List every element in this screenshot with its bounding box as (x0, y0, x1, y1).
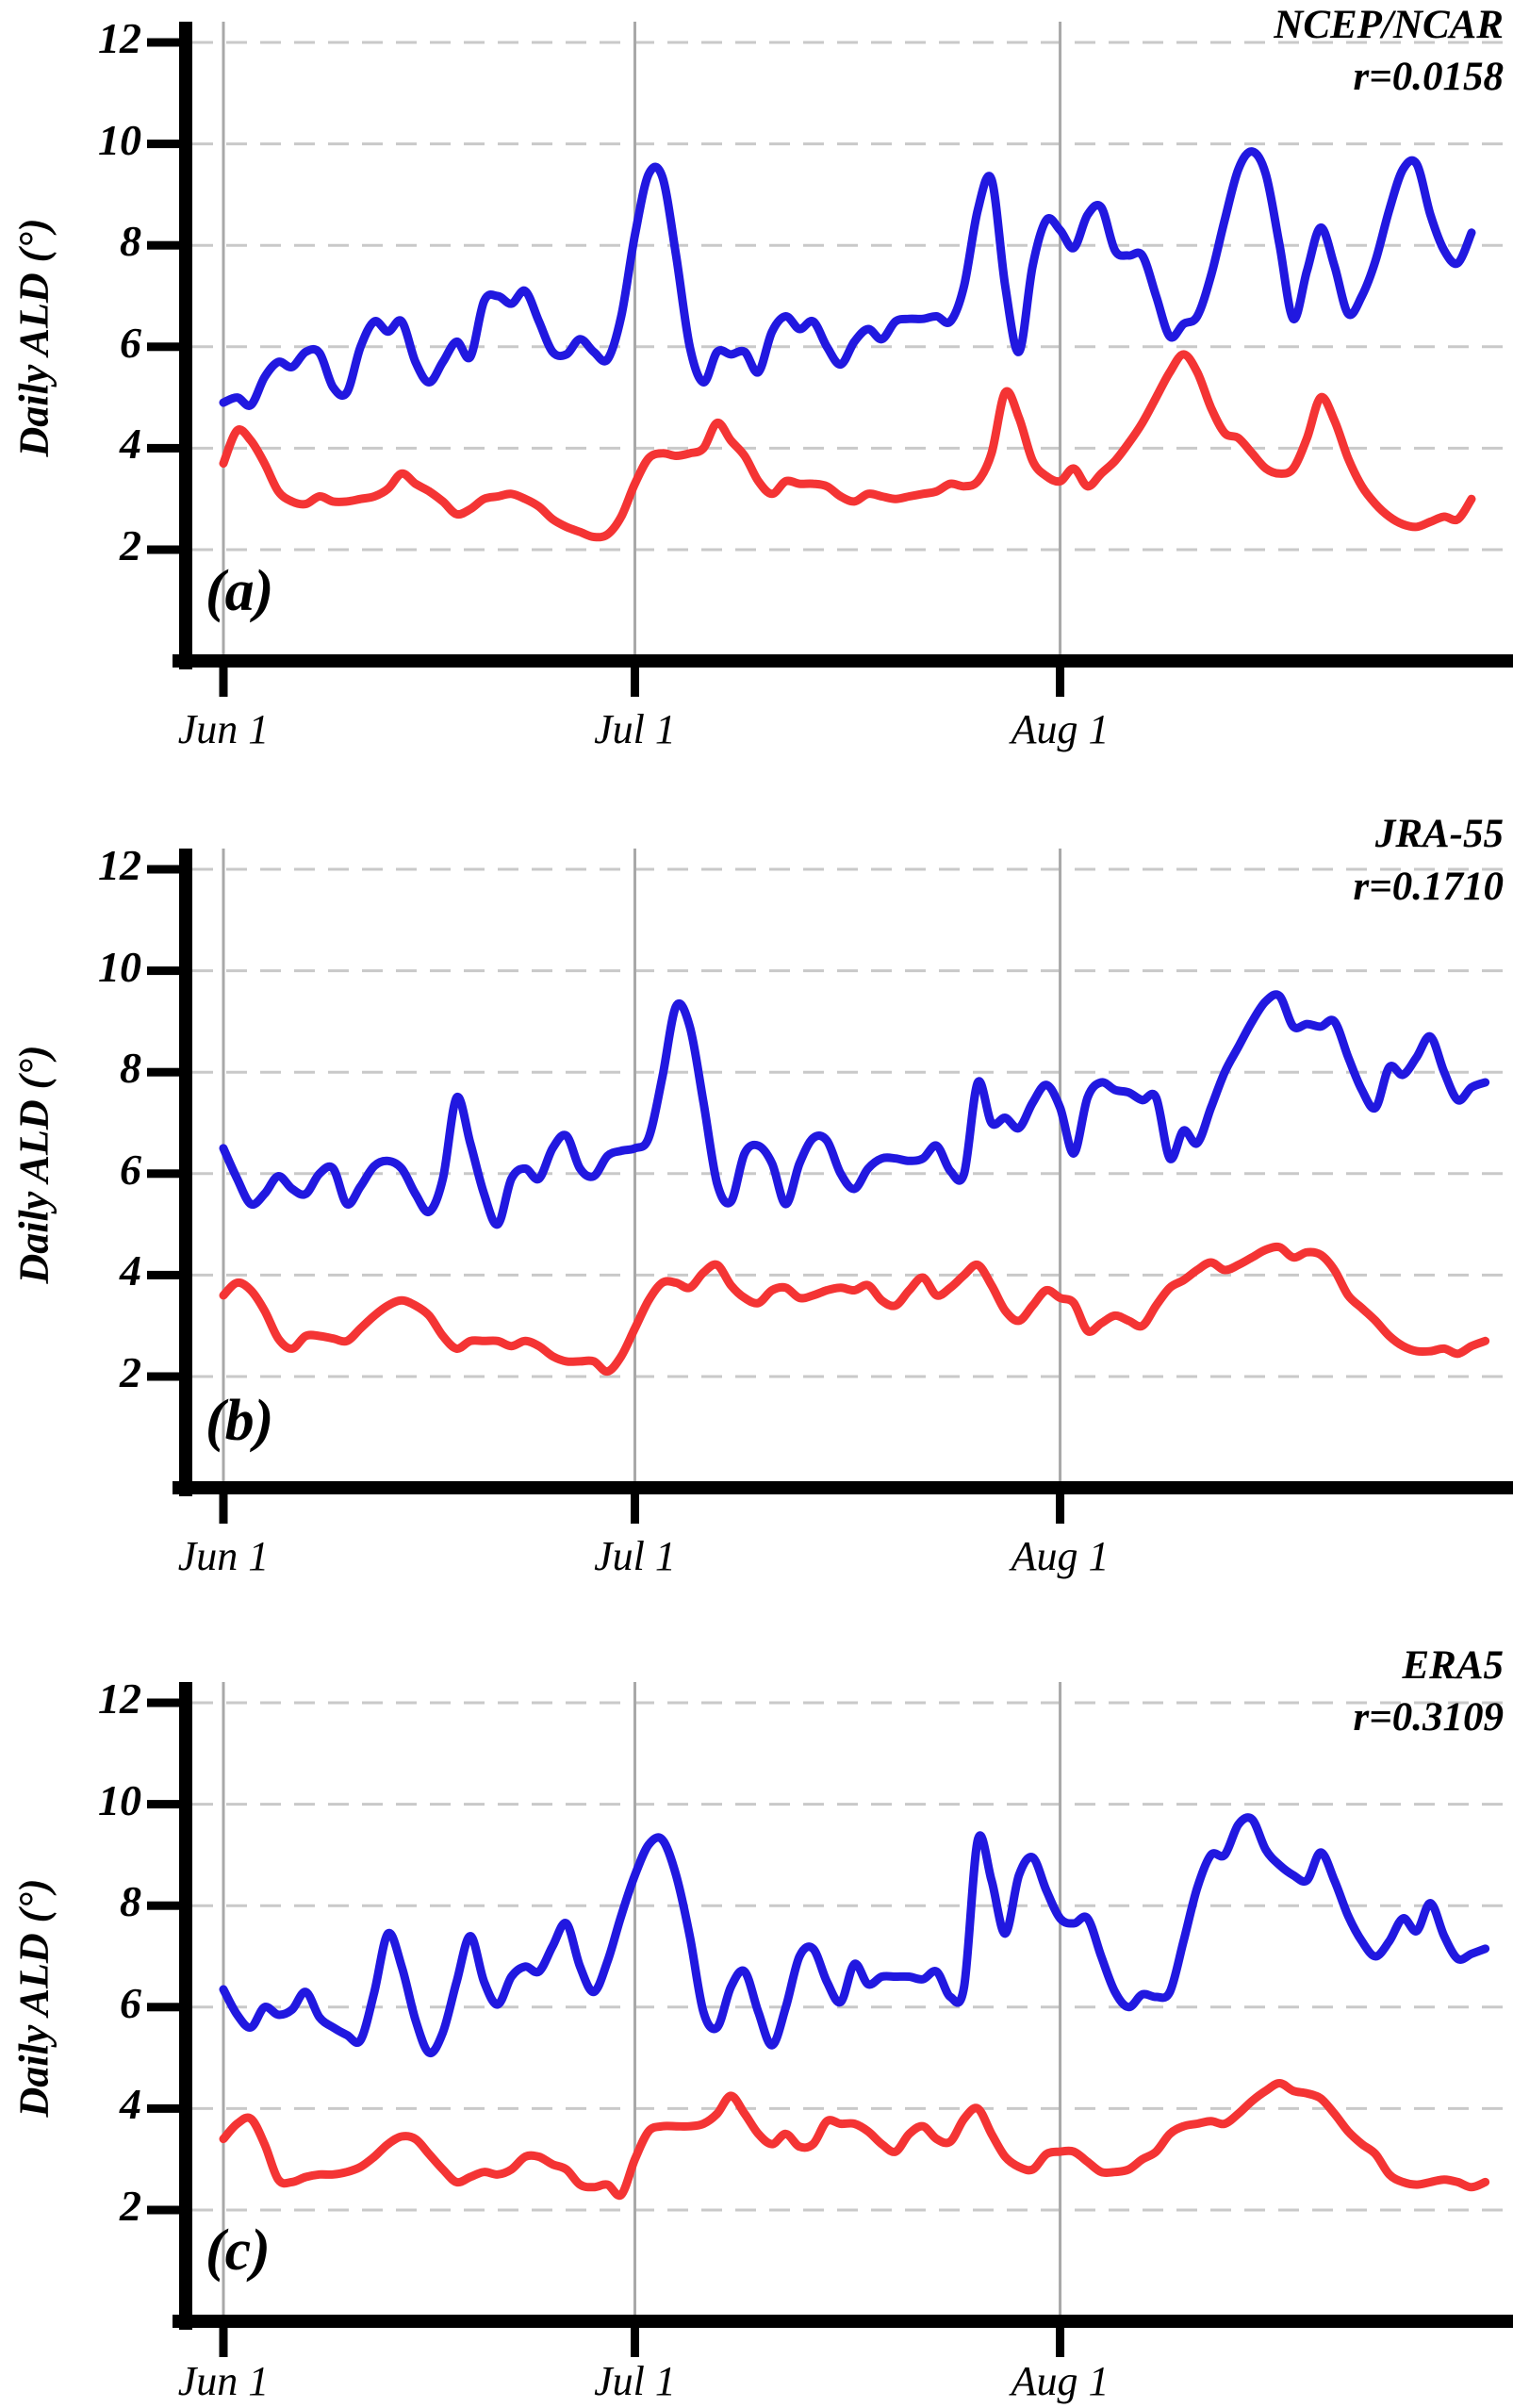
y-tick-label: 6 (120, 318, 141, 367)
panel-letter: (c) (206, 2218, 271, 2283)
y-tick-label: 8 (120, 217, 141, 266)
y-tick-label: 4 (120, 2080, 141, 2129)
y-tick-label: 6 (120, 1978, 141, 2027)
y-tick-mark (147, 1698, 179, 1707)
x-tick-label: Aug 1 (1011, 1533, 1110, 1579)
x-tick-mark (1056, 2327, 1065, 2357)
red-series (219, 350, 1476, 542)
blue-series (219, 147, 1476, 410)
panel-plot-(c) (147, 1682, 1513, 2357)
blue-series (219, 990, 1490, 1229)
x-tick-label: Jul 1 (594, 706, 676, 752)
y-tick-mark (147, 1800, 179, 1809)
x-tick-mark (219, 2327, 228, 2357)
correlation-label: r=0.0158 (1353, 55, 1505, 99)
y-tick-label: 4 (120, 420, 141, 469)
x-tick-mark (631, 2327, 639, 2357)
x-tick-mark (1056, 667, 1065, 697)
y-tick-mark (147, 1901, 179, 1910)
y-tick-mark (147, 1270, 179, 1279)
y-tick-label: 2 (120, 2182, 141, 2230)
y-tick-mark (147, 1067, 179, 1077)
panel-plot-(a) (147, 22, 1513, 697)
x-axis-spine (173, 654, 1513, 668)
x-tick-label: Jun 1 (177, 1533, 270, 1579)
y-tick-mark (147, 1372, 179, 1381)
correlation-label: r=0.1710 (1353, 865, 1505, 909)
x-tick-label: Jul 1 (594, 2358, 676, 2404)
x-tick-label: Aug 1 (1011, 706, 1110, 752)
y-tick-label: 12 (98, 1674, 141, 1723)
y-tick-label: 8 (120, 1877, 141, 1926)
x-tick-label: Jun 1 (177, 2358, 270, 2404)
x-tick-mark (219, 1493, 228, 1524)
dataset-title: ERA5 (1402, 1643, 1504, 1688)
x-tick-mark (631, 667, 639, 697)
y-tick-mark (147, 240, 179, 250)
y-tick-mark (147, 342, 179, 352)
y-tick-mark (147, 443, 179, 453)
y-tick-mark (147, 966, 179, 976)
y-tick-label: 4 (120, 1246, 141, 1295)
panel-letter: (b) (206, 1389, 274, 1453)
blue-series (219, 1813, 1490, 2057)
y-tick-mark (147, 865, 179, 874)
x-axis-spine (173, 1481, 1513, 1494)
x-tick-label: Jun 1 (177, 706, 270, 752)
y-tick-mark (147, 2205, 179, 2215)
panel-letter: (a) (206, 559, 274, 623)
x-axis-spine (173, 2315, 1513, 2328)
y-tick-label: 8 (120, 1044, 141, 1093)
red-series (219, 2079, 1490, 2201)
red-series (219, 1242, 1490, 1377)
x-tick-mark (1056, 1493, 1065, 1524)
y-tick-label: 12 (98, 14, 141, 62)
y-tick-label: 6 (120, 1145, 141, 1194)
y-tick-label: 2 (120, 521, 141, 569)
dataset-title: JRA-55 (1374, 812, 1504, 856)
y-tick-mark (147, 140, 179, 149)
x-tick-label: Aug 1 (1011, 2358, 1110, 2404)
y-tick-mark (147, 1169, 179, 1179)
y-axis-spine (179, 1682, 192, 2330)
x-tick-label: Jul 1 (594, 1533, 676, 1579)
y-tick-label: 10 (98, 115, 141, 164)
y-tick-label: 12 (98, 841, 141, 889)
y-tick-label: 2 (120, 1348, 141, 1396)
y-tick-label: 10 (98, 942, 141, 991)
dataset-title: NCEP/NCAR (1274, 3, 1504, 47)
y-tick-mark (147, 2103, 179, 2113)
y-tick-label: 10 (98, 1775, 141, 1824)
y-tick-mark (147, 2003, 179, 2012)
correlation-label: r=0.3109 (1353, 1695, 1505, 1740)
panel-plot-(b) (147, 849, 1513, 1524)
x-tick-mark (219, 667, 228, 697)
y-tick-mark (147, 38, 179, 47)
y-axis-spine (179, 22, 192, 669)
y-axis-spine (179, 849, 192, 1496)
y-tick-mark (147, 545, 179, 554)
x-tick-mark (631, 1493, 639, 1524)
